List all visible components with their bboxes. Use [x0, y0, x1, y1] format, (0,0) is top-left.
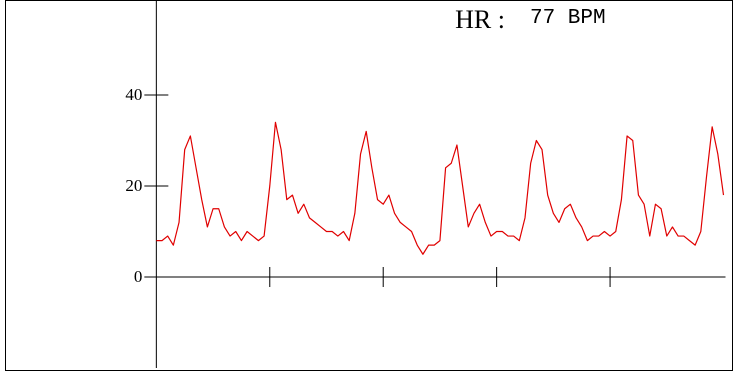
heart-rate-line	[156, 121, 725, 255]
y-tick-label: 20	[125, 176, 142, 195]
chart-title: HR :	[455, 5, 505, 34]
y-tick-label: 40	[125, 85, 142, 104]
heart-rate: 77 BPM	[530, 7, 606, 30]
frame	[5, 0, 733, 371]
y-tick-label: 0	[134, 267, 143, 286]
